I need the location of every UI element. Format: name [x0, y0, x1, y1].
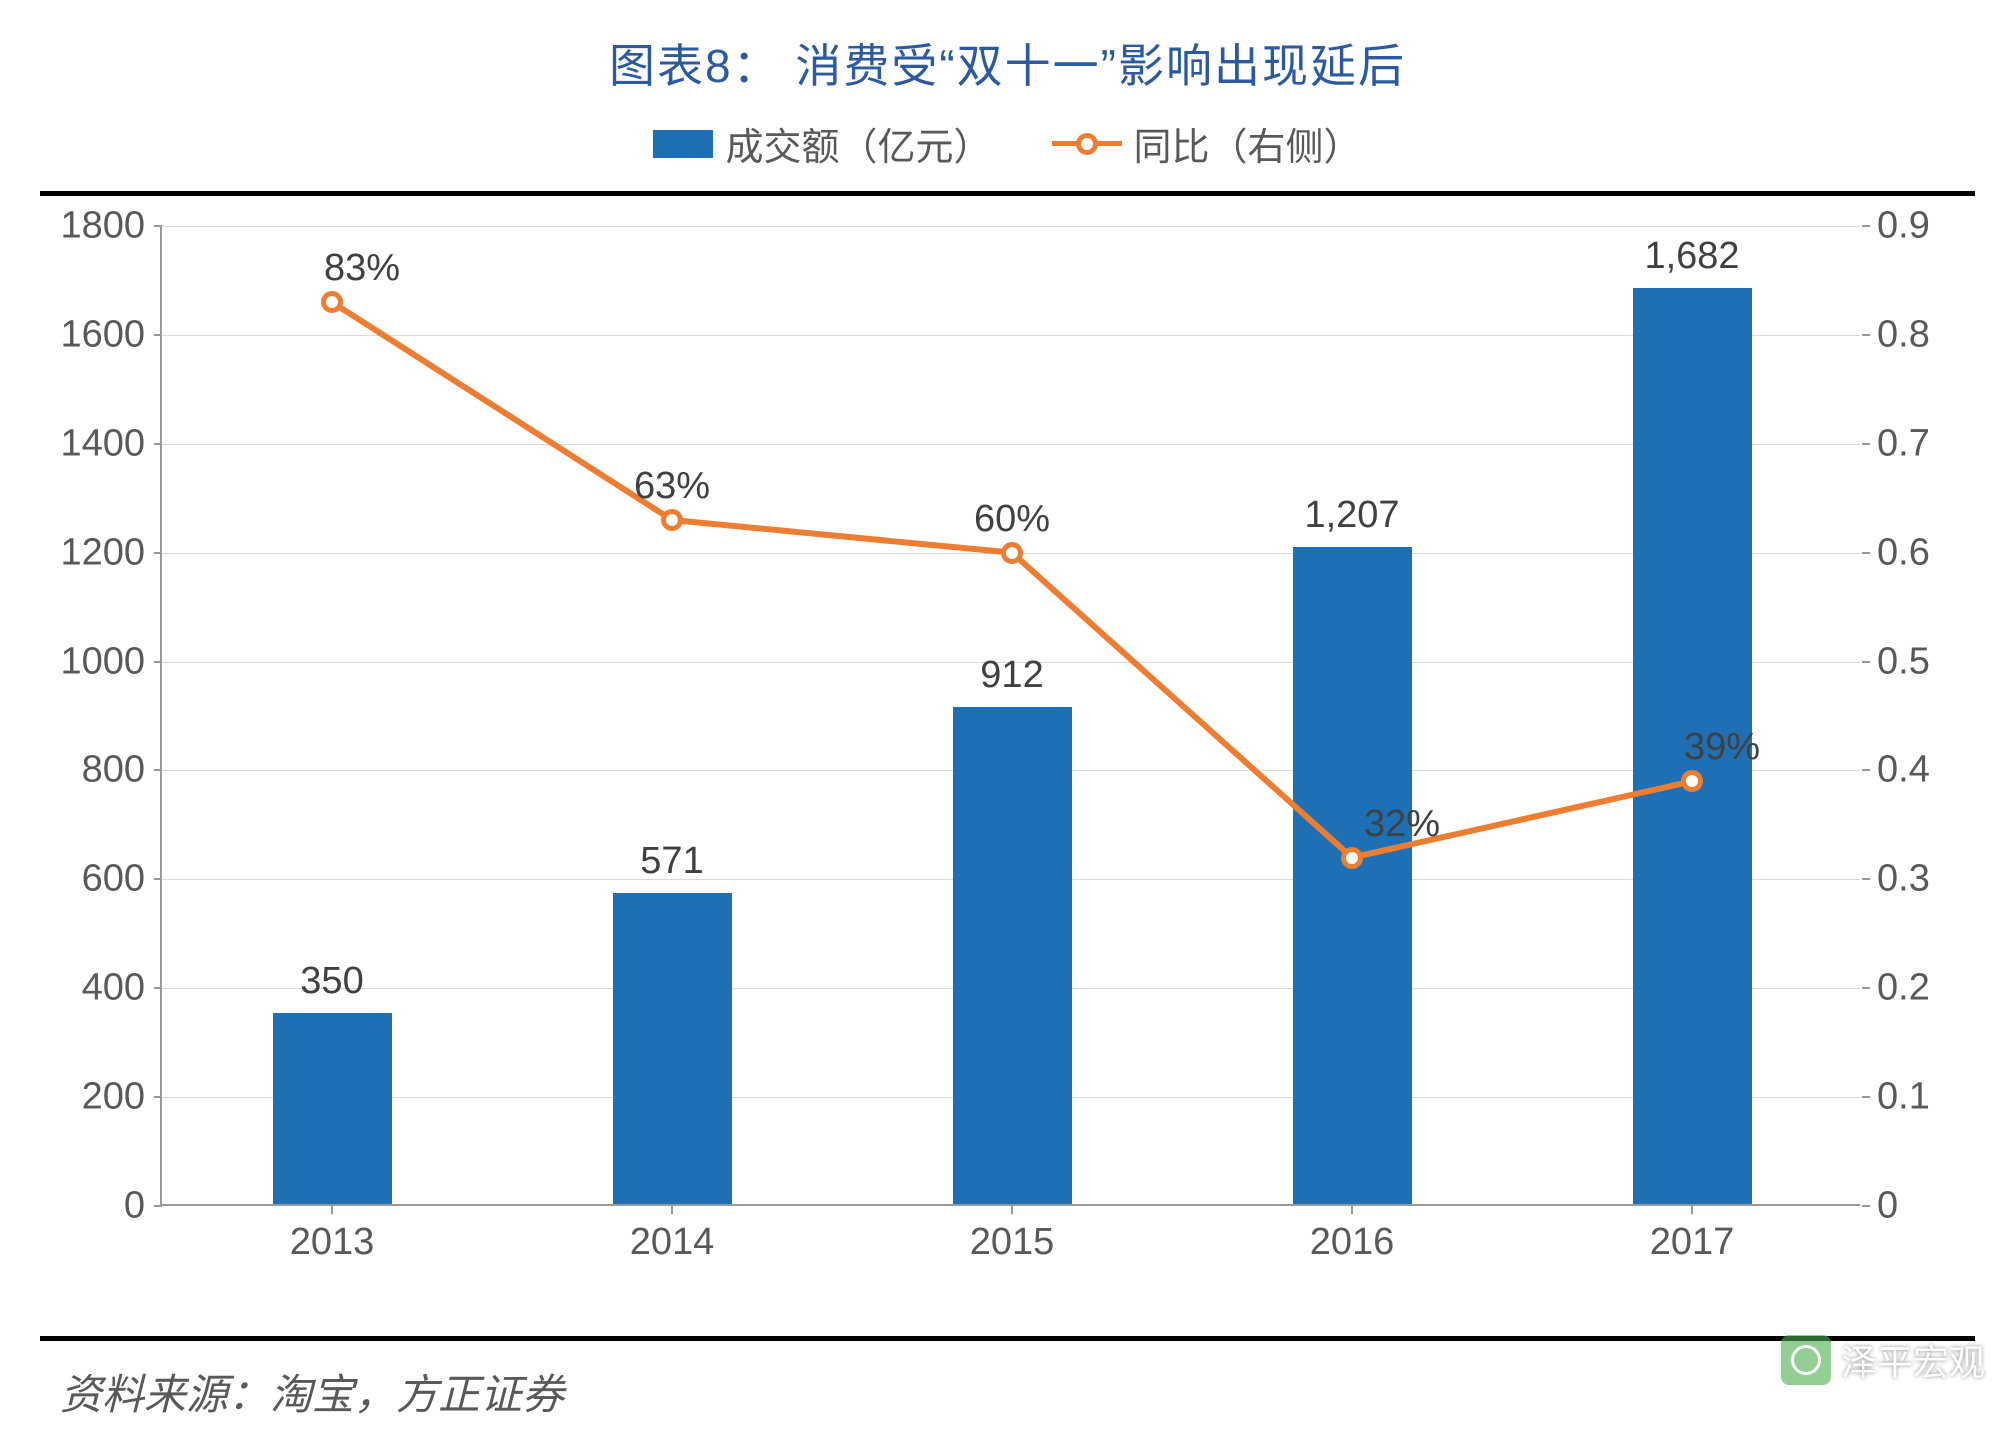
line-marker	[661, 509, 683, 531]
y-left-tick-label: 1000	[45, 640, 145, 683]
line-value-label: 63%	[634, 465, 710, 508]
y-left-tick-label: 200	[45, 1076, 145, 1119]
bar	[613, 893, 732, 1204]
bar-value-label: 1,207	[1304, 494, 1399, 537]
line-marker	[1001, 542, 1023, 564]
x-tick-label: 2013	[290, 1221, 375, 1264]
grid-line	[162, 444, 1860, 445]
x-tick-label: 2014	[630, 1221, 715, 1264]
plot-region: 002000.14000.26000.38000.410000.512000.6…	[160, 226, 1860, 1206]
y-right-tick-label: 0.2	[1877, 967, 1977, 1010]
wechat-icon	[1781, 1335, 1831, 1385]
line-value-label: 32%	[1364, 803, 1440, 846]
line-value-label: 60%	[974, 498, 1050, 541]
x-tick-label: 2015	[970, 1221, 1055, 1264]
line-marker	[321, 291, 343, 313]
line-marker	[1341, 847, 1363, 869]
legend-bar-swatch	[653, 130, 713, 158]
chart-frame: 0 0 200 0.1 400 0.2 600 0.3 800 0.4 1000 0.5 1200 0.6…	[40, 191, 1975, 1341]
y-left-tick-label: 1800	[45, 205, 145, 248]
line-value-label: 39%	[1684, 726, 1760, 769]
legend-line-swatch	[1052, 129, 1122, 159]
y-right-tick-label: 0.6	[1877, 531, 1977, 574]
y-right-tick-label: 0.5	[1877, 640, 1977, 683]
chart-container: 图表8： 消费受“双十一”影响出现延后 成交额（亿元） 同比（右侧） 0 0 200…	[0, 0, 2015, 1446]
bar	[1293, 547, 1412, 1204]
y-left-tick-label: 1400	[45, 422, 145, 465]
y-left-tick-label: 0	[45, 1185, 145, 1228]
y-right-tick-label: 0.3	[1877, 858, 1977, 901]
watermark-text: 泽平宏观	[1841, 1334, 1985, 1386]
y-right-tick-label: 0.7	[1877, 422, 1977, 465]
legend-line-label: 同比（右侧）	[1134, 116, 1362, 171]
y-left-tick-label: 600	[45, 858, 145, 901]
bar-value-label: 912	[980, 654, 1043, 697]
bar	[953, 707, 1072, 1204]
legend-bar-item: 成交额（亿元）	[653, 116, 991, 171]
y-right-tick-label: 0.8	[1877, 313, 1977, 356]
grid-line	[162, 335, 1860, 336]
line-marker	[1681, 770, 1703, 792]
x-tick-label: 2016	[1310, 1221, 1395, 1264]
chart-area: 0 0 200 0.1 400 0.2 600 0.3 800 0.4 1000 0.5 1200 0.6…	[40, 226, 1980, 1306]
bar	[273, 1013, 392, 1204]
y-right-tick-label: 0.4	[1877, 749, 1977, 792]
bar-value-label: 1,682	[1644, 235, 1739, 278]
line-value-label: 83%	[324, 247, 400, 290]
x-tick-label: 2017	[1650, 1221, 1735, 1264]
watermark: 泽平宏观	[1781, 1334, 1985, 1386]
y-left-tick-label: 400	[45, 967, 145, 1010]
y-right-tick-label: 0	[1877, 1185, 1977, 1228]
bar-value-label: 571	[640, 840, 703, 883]
legend-bar-label: 成交额（亿元）	[725, 116, 991, 171]
bar-value-label: 350	[300, 960, 363, 1003]
y-left-tick-label: 1600	[45, 313, 145, 356]
legend-line-item: 同比（右侧）	[1052, 116, 1362, 171]
legend: 成交额（亿元） 同比（右侧）	[0, 116, 2015, 171]
y-left-tick-label: 1200	[45, 531, 145, 574]
y-left-tick-label: 800	[45, 749, 145, 792]
y-right-tick-label: 0.1	[1877, 1076, 1977, 1119]
grid-line	[162, 226, 1860, 227]
source-citation: 资料来源：淘宝，方正证券	[60, 1361, 2015, 1422]
chart-title: 图表8： 消费受“双十一”影响出现延后	[0, 0, 2015, 116]
y-right-tick-label: 0.9	[1877, 205, 1977, 248]
